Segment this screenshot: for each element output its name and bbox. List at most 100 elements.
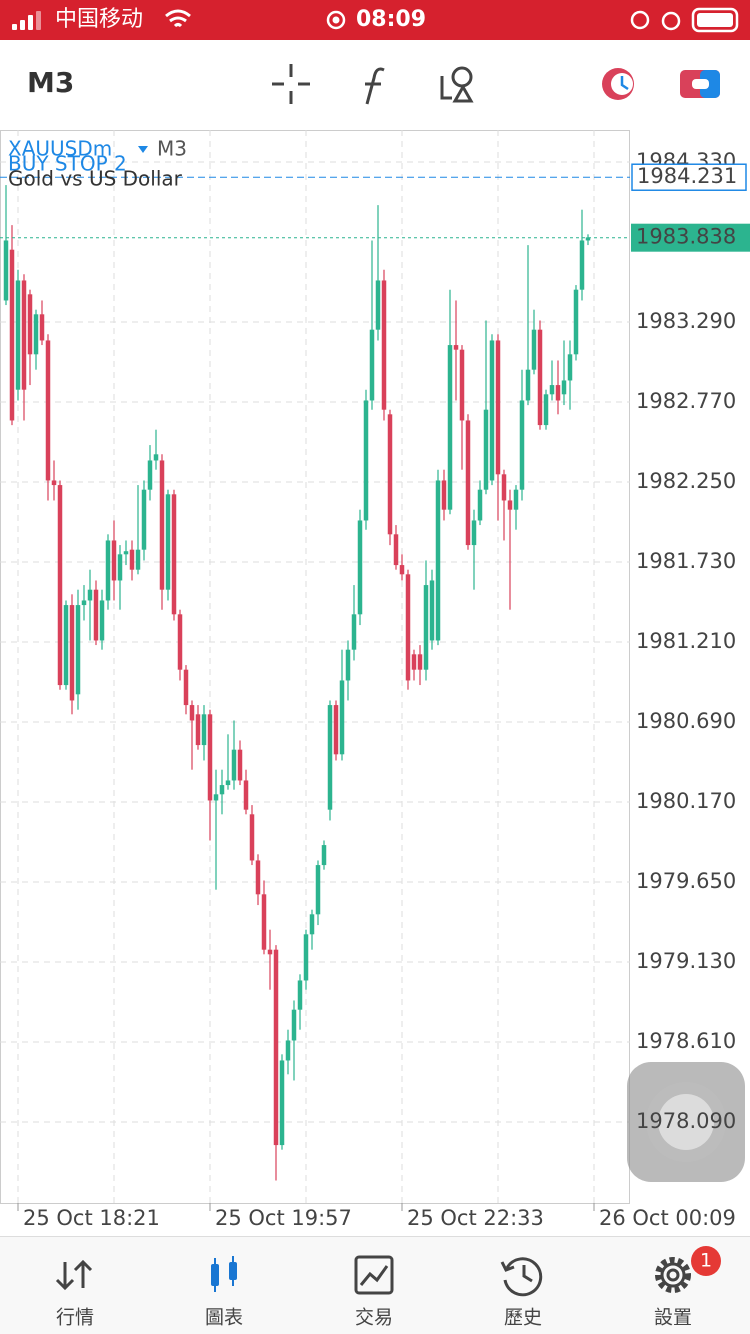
candle-body	[27, 294, 33, 355]
candle-body	[333, 705, 339, 755]
candle-body	[39, 314, 45, 341]
candle-body	[483, 409, 489, 490]
candle-body	[585, 237, 591, 241]
trade-button[interactable]	[680, 70, 720, 98]
y-tick-label: 1979.130	[636, 949, 736, 973]
y-tick-label: 1980.170	[636, 789, 736, 813]
y-tick-label: 1978.090	[636, 1109, 736, 1133]
candle-body	[387, 414, 393, 535]
candle-body	[141, 489, 147, 550]
current-price-tag	[631, 223, 750, 252]
candle-body	[423, 585, 429, 670]
candle-body	[129, 549, 135, 570]
candle-body	[147, 460, 153, 490]
candle-body	[105, 540, 111, 601]
tab-label[interactable]: 交易	[355, 1307, 393, 1329]
y-tick-label: 1978.610	[636, 1029, 736, 1053]
candle-body	[363, 400, 369, 521]
candle-body	[189, 705, 195, 721]
objects-button[interactable]	[440, 66, 474, 103]
y-tick-label: 1982.770	[636, 389, 736, 413]
candle-body	[57, 485, 63, 686]
candle-body	[471, 520, 477, 546]
candle-body	[315, 865, 321, 915]
candle-body	[165, 494, 171, 590]
candle-body	[303, 934, 309, 981]
candle-body	[393, 534, 399, 566]
candle-body	[465, 420, 471, 546]
wifi-icon	[165, 9, 191, 28]
tab-bar	[0, 1236, 750, 1334]
candle-body	[63, 605, 69, 686]
record-dot	[332, 16, 340, 24]
assistive-dot	[658, 1094, 714, 1150]
candle-body	[213, 794, 219, 801]
y-tick-label: 1980.690	[636, 709, 736, 733]
order-label: BUY STOP 2	[8, 152, 127, 176]
candle-body	[231, 749, 237, 781]
candle-body	[135, 549, 141, 570]
candle-body	[495, 340, 501, 475]
order-price: 1984.231	[637, 164, 737, 188]
candle-body	[447, 345, 453, 510]
x-tick-label: 25 Oct 18:21	[23, 1206, 160, 1230]
candle-body	[237, 749, 243, 781]
candle-body	[513, 489, 519, 510]
y-tick-label: 1982.250	[636, 469, 736, 493]
crosshair-button[interactable]	[272, 64, 310, 104]
candle-body	[15, 280, 21, 390]
candle-body	[537, 329, 543, 426]
candle-body	[87, 589, 93, 601]
description: Gold vs US Dollar	[8, 167, 183, 191]
status-bar	[0, 0, 750, 40]
history-icon[interactable]	[500, 1257, 543, 1297]
tab-label[interactable]: 歷史	[504, 1307, 542, 1329]
candle-body	[69, 605, 75, 701]
candle-body	[93, 589, 99, 641]
candle-body	[21, 280, 27, 390]
candle-body	[249, 814, 255, 861]
candle-body	[309, 914, 315, 935]
candle-body	[279, 1060, 285, 1146]
candle-body	[117, 554, 123, 581]
candle-body	[243, 780, 249, 810]
y-tick-label: 1981.730	[636, 549, 736, 573]
oneclick-button[interactable]	[602, 68, 634, 100]
settings-icon[interactable]	[655, 1257, 691, 1293]
carrier: 中国移动	[55, 7, 143, 32]
tab-label[interactable]: 行情	[56, 1307, 94, 1329]
timeframe-button[interactable]: M3	[27, 66, 74, 99]
trade-icon[interactable]	[354, 1255, 394, 1295]
quotes-icon[interactable]	[55, 1259, 93, 1291]
candle-body	[195, 714, 201, 746]
candle-body	[225, 780, 231, 786]
candle-body	[525, 369, 531, 401]
candle-body	[201, 714, 207, 746]
x-tick-label: 25 Oct 22:33	[407, 1206, 544, 1230]
indicators-button[interactable]	[365, 67, 385, 105]
candle-body	[219, 785, 225, 795]
chart-icon[interactable]	[211, 1256, 237, 1292]
candle-body	[501, 474, 507, 501]
candle-body	[177, 614, 183, 670]
candle-body	[543, 394, 549, 426]
candle-body	[285, 1040, 291, 1061]
candle-body	[123, 551, 129, 555]
candle-body	[75, 605, 81, 695]
tab-label[interactable]: 圖表	[205, 1307, 243, 1329]
candle-body	[51, 480, 57, 486]
symbol[interactable]: XAUUSDm	[8, 137, 112, 161]
candle-body	[297, 980, 303, 1010]
y-tick-label: 1979.650	[636, 869, 736, 893]
clock: 08:09	[356, 7, 426, 32]
tab-label[interactable]: 設置	[654, 1307, 692, 1329]
plot-frame	[0, 130, 630, 1204]
symbol-dropdown[interactable]	[138, 146, 148, 153]
x-tick-label: 25 Oct 19:57	[215, 1206, 352, 1230]
candle-body	[171, 494, 177, 615]
candle-body	[207, 714, 213, 801]
candle-body	[267, 949, 273, 955]
candle-body	[411, 654, 417, 670]
